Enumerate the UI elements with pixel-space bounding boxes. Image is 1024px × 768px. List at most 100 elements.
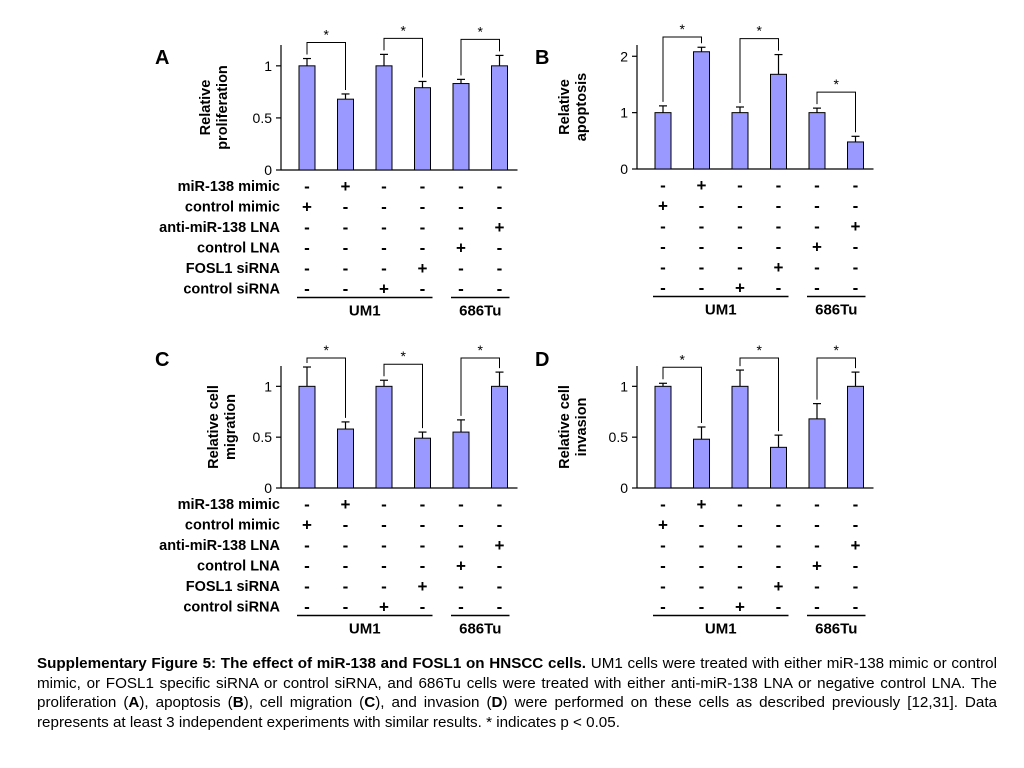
y-axis-label: Relative cellmigration bbox=[206, 385, 239, 469]
condition-sign: - bbox=[699, 279, 705, 298]
significance-marker: * bbox=[478, 342, 484, 358]
condition-sign: - bbox=[420, 280, 426, 299]
condition-sign: - bbox=[814, 598, 820, 617]
condition-sign: + bbox=[774, 577, 784, 596]
condition-label: control mimic bbox=[185, 200, 280, 216]
condition-sign: - bbox=[660, 557, 666, 576]
condition-sign: - bbox=[420, 218, 426, 237]
condition-sign: - bbox=[737, 176, 743, 195]
significance-bracket bbox=[739, 38, 779, 103]
condition-sign: - bbox=[343, 198, 349, 217]
condition-sign: - bbox=[381, 557, 387, 576]
condition-sign: - bbox=[737, 557, 743, 576]
significance-bracket bbox=[306, 357, 346, 418]
condition-label: FOSL1 siRNA bbox=[186, 579, 281, 595]
condition-sign: - bbox=[853, 598, 859, 617]
significance-bracket bbox=[662, 366, 702, 423]
y-tick-label: 2 bbox=[620, 48, 628, 64]
cell-line-label: UM1 bbox=[349, 303, 381, 320]
condition-sign: - bbox=[304, 280, 310, 299]
condition-sign: + bbox=[774, 258, 784, 277]
y-axis-label: Relativeproliferation bbox=[198, 65, 231, 150]
condition-sign: - bbox=[853, 557, 859, 576]
y-axis-label-line: Relative cell bbox=[557, 385, 573, 469]
condition-sign: - bbox=[420, 495, 426, 514]
condition-sign: - bbox=[660, 495, 666, 514]
caption-text: ) were performed on these cells as descr… bbox=[37, 694, 997, 731]
condition-sign: - bbox=[776, 279, 782, 298]
condition-sign: - bbox=[343, 557, 349, 576]
y-axis-label: Relativeapoptosis bbox=[557, 73, 590, 141]
condition-sign: + bbox=[341, 495, 351, 514]
condition-sign: + bbox=[418, 577, 428, 596]
condition-sign: - bbox=[699, 197, 705, 216]
condition-sign: - bbox=[304, 218, 310, 237]
condition-sign: - bbox=[381, 198, 387, 217]
condition-label: miR-138 mimic bbox=[178, 497, 280, 513]
condition-sign: - bbox=[814, 176, 820, 195]
condition-sign: - bbox=[776, 557, 782, 576]
condition-sign: - bbox=[776, 598, 782, 617]
bar bbox=[337, 98, 354, 171]
condition-sign: + bbox=[697, 176, 707, 195]
bar bbox=[414, 87, 431, 171]
panel-letter: D bbox=[535, 349, 549, 371]
condition-sign: - bbox=[853, 238, 859, 257]
condition-sign: - bbox=[737, 197, 743, 216]
significance-marker: * bbox=[757, 23, 763, 39]
condition-sign: - bbox=[304, 259, 310, 278]
condition-sign: - bbox=[660, 217, 666, 236]
condition-sign: - bbox=[458, 259, 464, 278]
significance-marker: * bbox=[834, 76, 840, 92]
bar bbox=[491, 65, 508, 171]
condition-sign: - bbox=[737, 258, 743, 277]
cell-line-label: 686Tu bbox=[815, 621, 857, 638]
y-tick-label: 1 bbox=[264, 378, 272, 394]
condition-sign: + bbox=[697, 495, 707, 514]
condition-sign: - bbox=[497, 259, 503, 278]
condition-label: control LNA bbox=[197, 241, 280, 257]
condition-sign: - bbox=[853, 577, 859, 596]
caption-ref-d: D bbox=[491, 694, 503, 711]
condition-sign: - bbox=[776, 176, 782, 195]
condition-sign: - bbox=[420, 198, 426, 217]
y-axis-label-line: migration bbox=[223, 394, 239, 460]
condition-sign: - bbox=[699, 258, 705, 277]
condition-sign: - bbox=[814, 577, 820, 596]
condition-sign: - bbox=[814, 279, 820, 298]
condition-label: control mimic bbox=[185, 518, 280, 534]
bar bbox=[847, 385, 864, 489]
condition-sign: - bbox=[660, 577, 666, 596]
condition-sign: - bbox=[458, 177, 464, 196]
condition-sign: - bbox=[853, 516, 859, 535]
condition-sign: - bbox=[497, 495, 503, 514]
caption-text: ), apoptosis ( bbox=[139, 694, 233, 711]
condition-sign: + bbox=[658, 516, 668, 535]
condition-sign: - bbox=[699, 217, 705, 236]
condition-sign: - bbox=[420, 239, 426, 258]
condition-sign: - bbox=[381, 259, 387, 278]
bar bbox=[731, 112, 749, 170]
bar bbox=[298, 65, 316, 171]
condition-sign: - bbox=[660, 258, 666, 277]
cell-line-label: 686Tu bbox=[459, 621, 501, 638]
condition-sign: + bbox=[495, 536, 505, 555]
condition-sign: - bbox=[343, 516, 349, 535]
condition-sign: - bbox=[814, 495, 820, 514]
panel-letter: A bbox=[155, 47, 169, 69]
bar bbox=[654, 385, 672, 489]
condition-sign: - bbox=[660, 238, 666, 257]
condition-sign: + bbox=[658, 197, 668, 216]
condition-sign: - bbox=[343, 536, 349, 555]
cell-line-label: UM1 bbox=[705, 302, 737, 319]
bar bbox=[337, 428, 354, 489]
condition-label: control siRNA bbox=[183, 600, 280, 616]
condition-sign: + bbox=[379, 280, 389, 299]
condition-sign: - bbox=[458, 516, 464, 535]
significance-marker: * bbox=[324, 27, 330, 43]
bar bbox=[693, 51, 710, 170]
caption-ref-c: C bbox=[364, 694, 376, 711]
condition-sign: - bbox=[853, 495, 859, 514]
condition-sign: - bbox=[381, 536, 387, 555]
significance-bracket bbox=[816, 91, 856, 133]
